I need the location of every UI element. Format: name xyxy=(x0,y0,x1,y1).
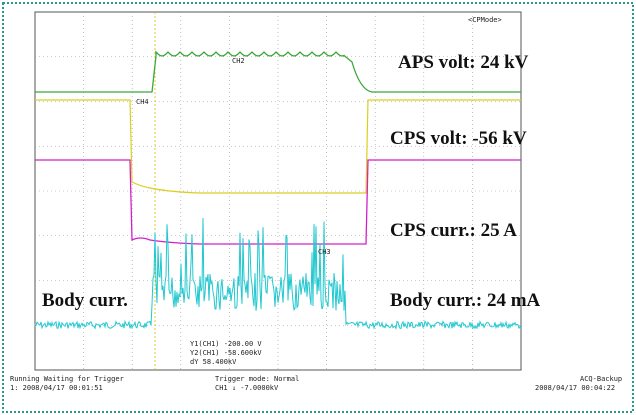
cursor-readout: Y2(CH1) -58.600kV xyxy=(190,349,262,357)
annotation: CPS curr.: 25 A xyxy=(390,220,517,241)
status-text: CH1 ↓ -7.0000kV xyxy=(215,384,279,392)
status-text: ACQ-Backup xyxy=(580,375,622,383)
cursor-readout: dY 58.400kV xyxy=(190,358,237,366)
oscilloscope-screen: <CPMode> APS volt: 24 kV CPS volt: -56 k… xyxy=(0,0,636,415)
trace-label: CH4 xyxy=(136,98,149,106)
mode-label: <CPMode> xyxy=(468,16,502,24)
status-text: 1: 2008/04/17 00:01:51 xyxy=(10,384,103,392)
screenshot: <CPMode> APS volt: 24 kV CPS volt: -56 k… xyxy=(0,0,636,415)
annotation: CPS volt: -56 kV xyxy=(390,128,527,149)
trace-label: CH2 xyxy=(232,57,245,65)
annotation: Body curr. xyxy=(42,290,128,311)
trace-label: CH3 xyxy=(318,248,331,256)
status-text: 2008/04/17 00:04:22 xyxy=(535,384,615,392)
annotation: APS volt: 24 kV xyxy=(398,52,529,73)
status-text: Running Waiting for Trigger xyxy=(10,375,124,383)
status-text: Trigger mode: Normal xyxy=(215,375,299,383)
cursor-readout: Y1(CH1) -200.00 V xyxy=(190,340,262,348)
annotation: Body curr.: 24 mA xyxy=(390,290,541,311)
